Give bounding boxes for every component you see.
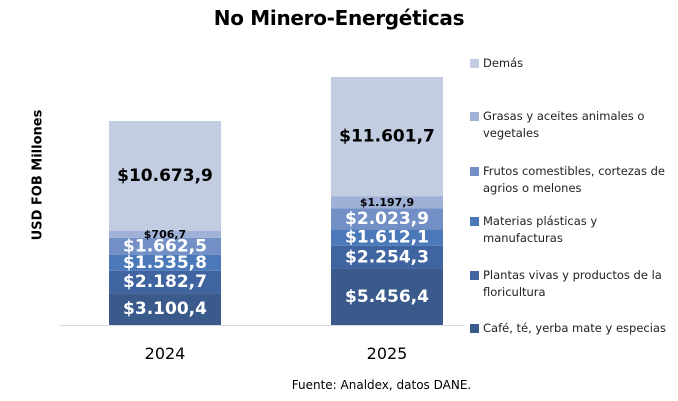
- bars-group: [109, 77, 443, 325]
- legend-item: Grasas y aceites animales o vegetales: [470, 108, 675, 142]
- legend-label: Café, té, yerba mate y especias: [483, 321, 666, 335]
- data-label: $1.612,1: [345, 228, 429, 248]
- bar-segment: [331, 208, 443, 230]
- data-label: $11.601,7: [339, 127, 435, 147]
- bar-segment: [109, 121, 221, 231]
- bar-segment: [109, 254, 221, 271]
- data-label: $1.197,9: [360, 196, 414, 209]
- legend-label: Grasas y aceites animales o vegetales: [483, 109, 645, 140]
- legend-label: Plantas vivas y productos de la floricul…: [483, 268, 662, 299]
- data-label: $2.182,7: [123, 272, 207, 292]
- legend-swatch: [470, 167, 479, 176]
- bar-segment: [331, 196, 443, 209]
- x-tick-label: 2024: [145, 344, 186, 363]
- legend-label: Demás: [483, 56, 524, 70]
- legend-item: Demás: [470, 55, 675, 72]
- legend-swatch: [470, 112, 479, 121]
- legend-item: Café, té, yerba mate y especias: [470, 320, 675, 337]
- legend-swatch: [470, 59, 479, 68]
- bar-segment: [331, 245, 443, 269]
- data-label: $2.254,3: [345, 247, 429, 267]
- data-label: $5.456,4: [345, 287, 429, 307]
- data-labels-group: $3.100,4 $2.182,7$1.535,8$1.662,5$706,7 $1…: [117, 127, 435, 319]
- bar-segment: [331, 229, 443, 246]
- legend-item: Frutos comestibles, cortezas de agrios o…: [470, 163, 675, 197]
- x-tick-label: 2025: [367, 344, 408, 363]
- source-note: Fuente: Analdex, datos DANE.: [291, 378, 472, 392]
- data-label: $1.662,5: [123, 236, 207, 256]
- legend-item: Materias plásticas y manufacturas: [470, 213, 675, 247]
- bar-segment: [109, 270, 221, 294]
- data-label: $10.673,9: [117, 166, 213, 186]
- x-ticks-group: 2024 2025: [145, 344, 408, 363]
- legend-label: Materias plásticas y manufacturas: [483, 214, 598, 245]
- legend-swatch: [470, 217, 479, 226]
- legend-swatch: [470, 324, 479, 333]
- data-label: $1.535,8: [123, 253, 207, 273]
- chart-title: No Minero-Energéticas: [213, 6, 465, 30]
- data-label: $2.023,9: [345, 209, 429, 229]
- bar-segment: [331, 77, 443, 197]
- bar-segment: [109, 293, 221, 325]
- legend-label: Frutos comestibles, cortezas de agrios o…: [483, 164, 665, 195]
- bar-segment: [109, 230, 221, 238]
- legend-item: Plantas vivas y productos de la floricul…: [470, 267, 675, 301]
- legend-swatch: [470, 271, 479, 280]
- bar-segment: [109, 237, 221, 255]
- bar-segment: [331, 268, 443, 325]
- data-label: $3.100,4: [123, 299, 207, 319]
- data-label: $706,7: [144, 228, 186, 241]
